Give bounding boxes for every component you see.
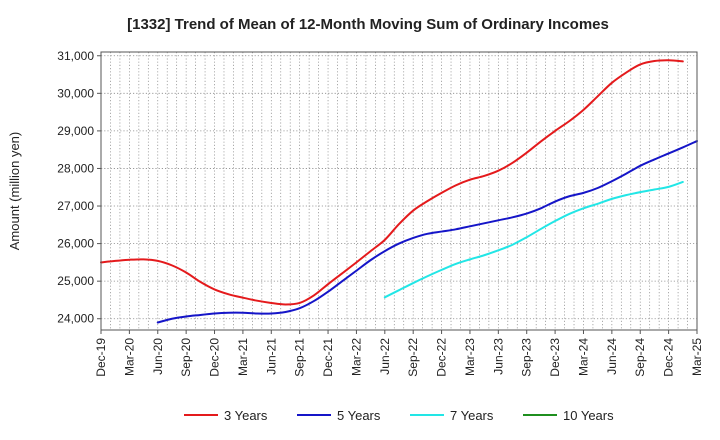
- x-tick-label: Jun-24: [605, 338, 619, 375]
- legend-label-10-years: 10 Years: [563, 408, 614, 423]
- x-tick-label: Jun-21: [264, 338, 278, 375]
- x-tick-label: Sep-23: [520, 338, 534, 377]
- y-tick-label: 31,000: [57, 49, 94, 63]
- legend: 3 Years 5 Years 7 Years 10 Years: [184, 408, 614, 423]
- x-tick-label: Dec-22: [435, 338, 449, 377]
- y-axis-label: Amount (million yen): [7, 132, 22, 251]
- y-tick-label: 30,000: [57, 86, 94, 100]
- legend-label-3-years: 3 Years: [224, 408, 268, 423]
- series-lines: [100, 59, 698, 324]
- y-tick-label: 25,000: [57, 274, 94, 288]
- x-tick-label: Jun-23: [491, 338, 505, 375]
- x-tick-label: Sep-20: [179, 338, 193, 377]
- y-tick-label: 27,000: [57, 199, 94, 213]
- y-tick-label: 29,000: [57, 124, 94, 138]
- x-tick-label: Jun-22: [378, 338, 392, 375]
- x-tick-label: Jun-20: [151, 338, 165, 375]
- y-tick-label: 28,000: [57, 161, 94, 175]
- series-line-7-years: [383, 180, 684, 299]
- grid: [101, 52, 697, 330]
- y-axis-ticks: 24,000 25,000 26,000 27,000 28,000 29,000 30,0…: [57, 49, 101, 326]
- series-line-3-years: [100, 59, 684, 306]
- x-tick-label: Mar-21: [236, 338, 250, 376]
- x-tick-label: Dec-20: [208, 338, 222, 377]
- x-tick-label: Mar-20: [122, 338, 136, 376]
- x-axis-ticks: Dec-19 Mar-20 Jun-20 Sep-20 Dec-20 Mar-21 Jun-…: [94, 330, 704, 377]
- x-tick-label: Mar-22: [349, 338, 363, 376]
- x-tick-label: Dec-19: [94, 338, 108, 377]
- legend-label-5-years: 5 Years: [337, 408, 381, 423]
- plot-frame: [100, 51, 698, 331]
- chart-title: [1332] Trend of Mean of 12-Month Moving …: [127, 16, 609, 33]
- x-tick-label: Mar-25: [690, 338, 704, 376]
- x-tick-label: Sep-24: [633, 338, 647, 377]
- x-tick-label: Dec-24: [662, 338, 676, 377]
- x-tick-label: Dec-21: [321, 338, 335, 377]
- y-tick-label: 26,000: [57, 237, 94, 251]
- x-tick-label: Sep-21: [293, 338, 307, 377]
- x-tick-label: Mar-24: [576, 338, 590, 376]
- series-line-5-years: [156, 140, 698, 324]
- y-tick-label: 24,000: [57, 312, 94, 326]
- x-tick-label: Sep-22: [406, 338, 420, 377]
- x-tick-label: Dec-23: [548, 338, 562, 377]
- x-tick-label: Mar-23: [463, 338, 477, 376]
- legend-label-7-years: 7 Years: [450, 408, 494, 423]
